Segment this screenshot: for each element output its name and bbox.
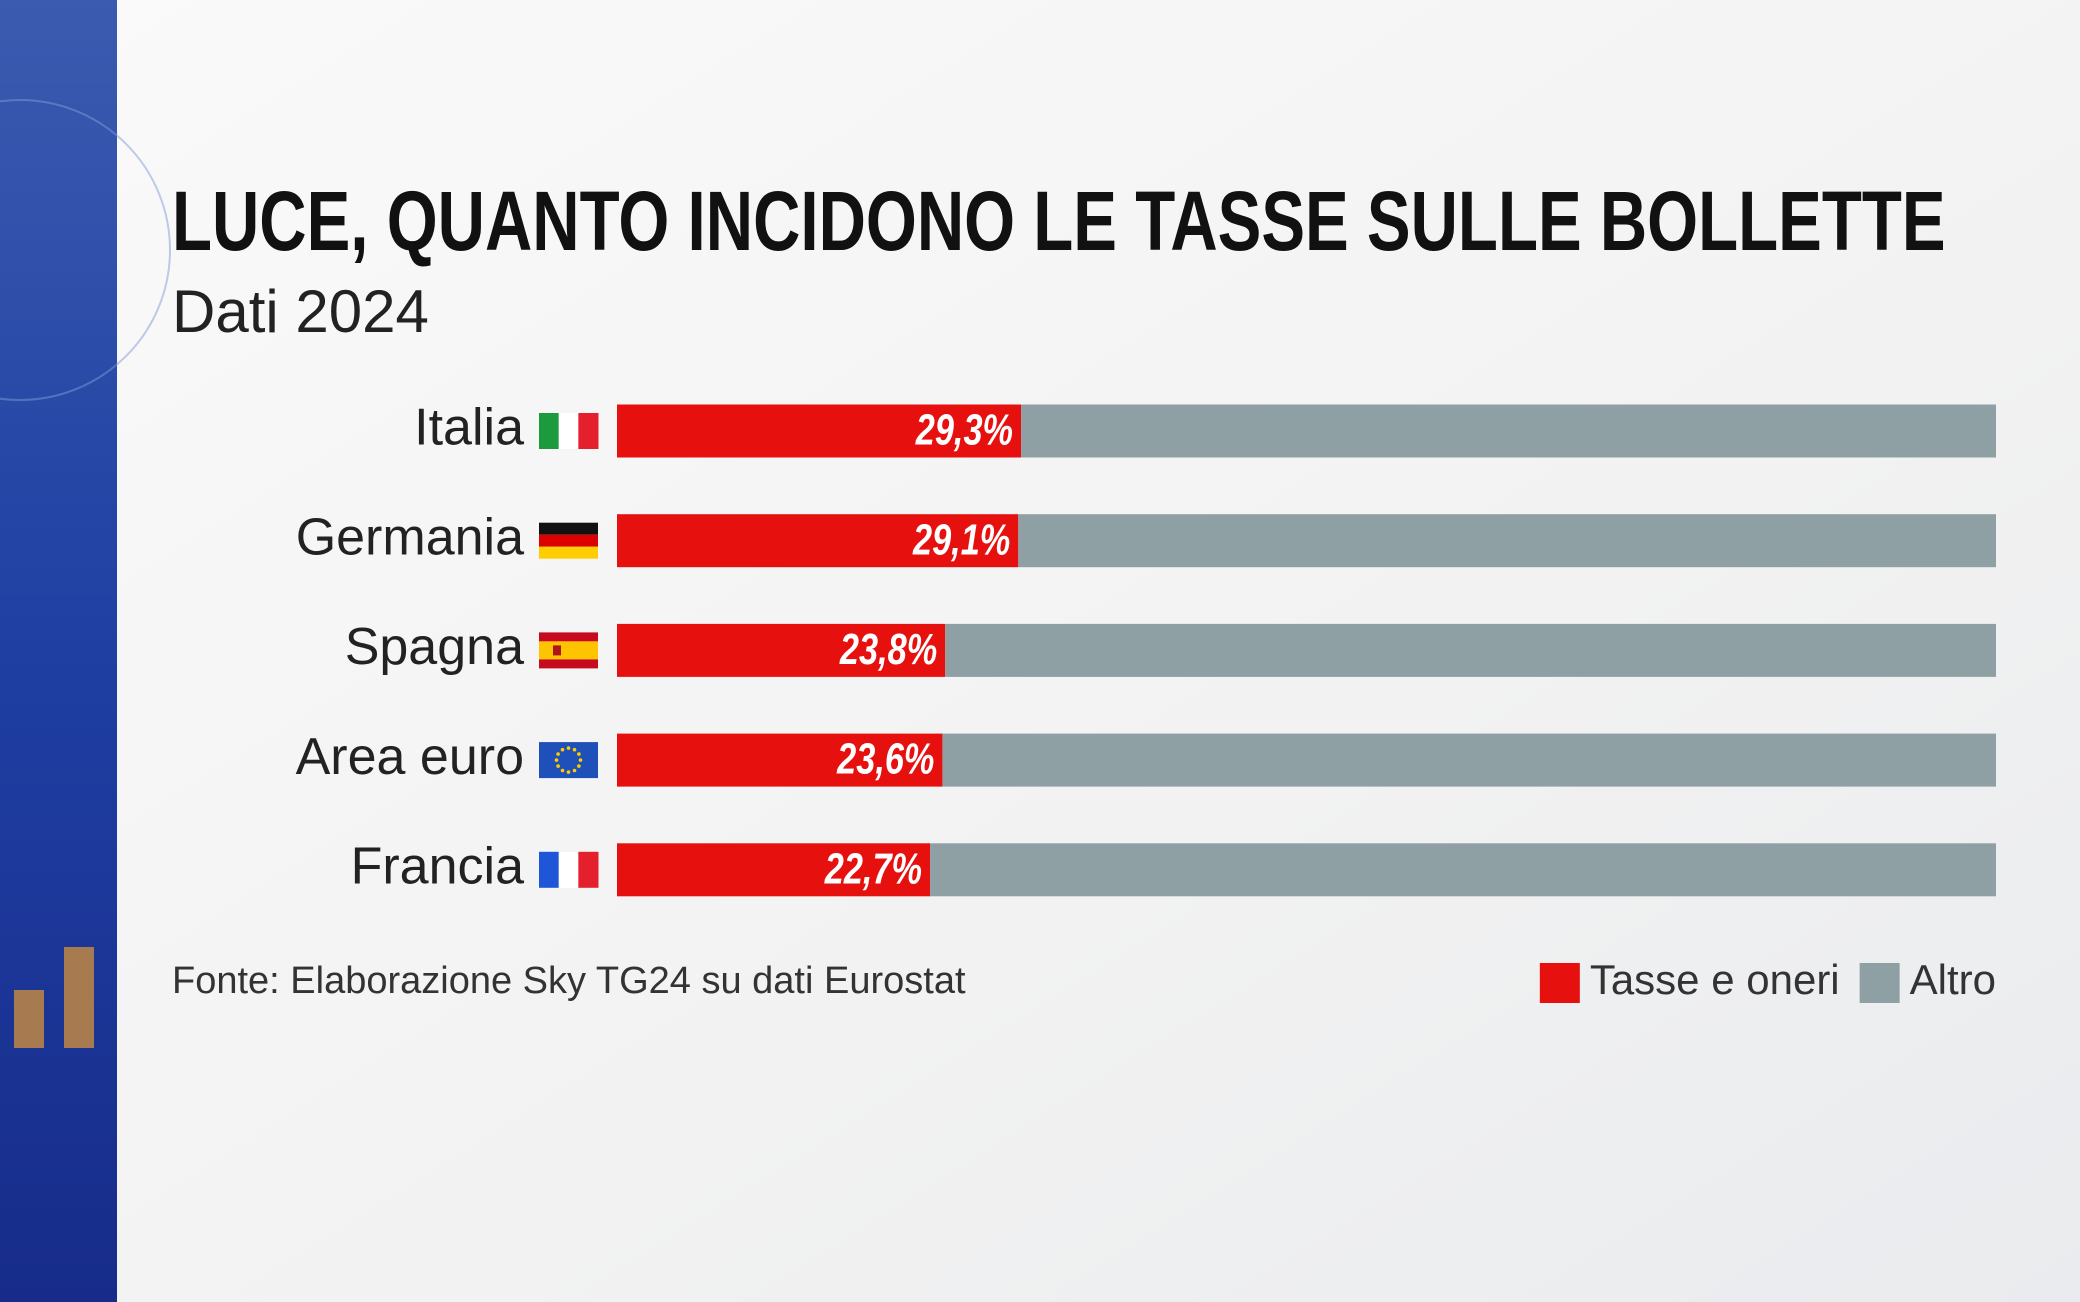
flag	[539, 659, 598, 669]
category-label: Area euro	[296, 728, 524, 786]
flag	[572, 747, 577, 752]
bar-segment	[617, 514, 1019, 568]
bar-segment	[1018, 514, 1996, 568]
flag	[539, 534, 598, 547]
source-note: Fonte: Elaborazione Sky TG24 su dati Eur…	[172, 960, 966, 1002]
chart-subtitle: Dati 2024	[172, 278, 429, 345]
flag	[577, 752, 581, 756]
flag	[554, 758, 559, 762]
flag	[577, 764, 581, 768]
bar-segment	[617, 404, 1022, 458]
decoration	[64, 947, 94, 1048]
flag	[556, 752, 560, 756]
decoration	[0, 99, 171, 401]
legend: Altro Tasse e oneri	[1539, 956, 1996, 1003]
chart-title: LUCE, QUANTO INCIDONO LE TASSE SULLE BOL…	[172, 174, 1946, 268]
bar-segment	[930, 843, 1997, 897]
bar-segment	[617, 623, 946, 677]
bar-segment	[617, 733, 943, 787]
value-label: 29,1%	[912, 515, 1010, 564]
category-label: Spagna	[345, 618, 524, 676]
bar-segment	[1021, 404, 1996, 458]
legend-swatch	[1539, 963, 1580, 1003]
flag	[539, 522, 598, 535]
category-label: Francia	[351, 838, 524, 896]
flag	[539, 632, 598, 642]
flag	[578, 413, 599, 449]
value-label: 29,3%	[915, 406, 1013, 455]
side-panel	[0, 0, 117, 1302]
flag	[558, 851, 579, 888]
legend-swatch	[1859, 963, 1900, 1003]
flag	[560, 747, 565, 752]
value-label: 23,8%	[839, 625, 937, 674]
flag	[556, 764, 560, 768]
flag	[578, 758, 583, 762]
bar-segment	[942, 733, 1996, 787]
flag	[558, 413, 579, 449]
flag	[572, 768, 577, 773]
flag	[539, 851, 560, 888]
flag	[578, 851, 599, 888]
value-label: 22,7%	[824, 844, 922, 893]
bar-segment	[945, 623, 1996, 677]
flag	[553, 645, 561, 656]
flag	[566, 770, 571, 774]
flag	[560, 768, 565, 773]
value-label: 23,6%	[836, 735, 934, 784]
bar-segment	[617, 843, 931, 897]
legend-label: Altro	[1910, 956, 1996, 1003]
category-label: Italia	[414, 399, 524, 457]
flag	[539, 413, 560, 449]
category-label: Germania	[296, 508, 524, 566]
legend-label: Tasse e oneri	[1590, 956, 1840, 1003]
flag	[539, 641, 598, 660]
flag	[566, 746, 571, 750]
flag	[539, 546, 598, 559]
decoration	[14, 990, 44, 1048]
